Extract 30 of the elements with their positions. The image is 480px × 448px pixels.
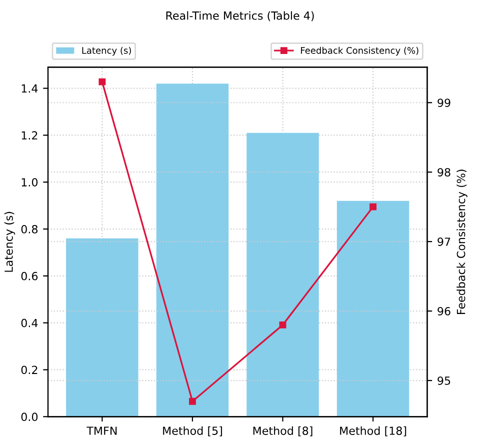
legend-label: Feedback Consistency (%) (301, 46, 418, 56)
bar (66, 238, 138, 417)
y2-tick-label: 95 (438, 376, 450, 385)
bar (246, 132, 319, 417)
y-tick-label: 0.4 (21, 318, 38, 328)
x-tick-label: Method [5] (163, 426, 222, 436)
y-tick-label: 0.8 (21, 224, 38, 234)
point (188, 398, 196, 405)
y2-tick-label: 97 (438, 238, 450, 246)
y2-tick-label: 99 (438, 98, 450, 108)
y-tick-label: 1.2 (22, 131, 38, 140)
bar (156, 84, 229, 417)
point (370, 203, 376, 210)
y2-tick-label: 96 (438, 307, 450, 316)
y2-axis-title: Feedback Consistency (%) (456, 170, 468, 314)
x-tick-label: TMFN (86, 426, 117, 435)
y2-tick-label: 98 (438, 168, 450, 176)
y-tick-label: 1.4 (22, 84, 38, 93)
point (98, 78, 106, 86)
legend-label: Latency (s) (82, 46, 131, 56)
bar (336, 200, 410, 417)
y-tick-label: 0.2 (21, 366, 38, 374)
chart-title: Real-Time Metrics (Table 4) (166, 11, 314, 22)
y-tick-label: 0.0 (21, 412, 38, 422)
y-axis-title: Latency (s) (4, 212, 16, 272)
x-tick-label: Method [18] (340, 426, 406, 436)
y-tick-label: 1.0 (22, 178, 38, 186)
point (279, 321, 286, 328)
x-tick-label: Method [8] (253, 426, 312, 436)
y-tick-label: 0.6 (21, 272, 38, 280)
